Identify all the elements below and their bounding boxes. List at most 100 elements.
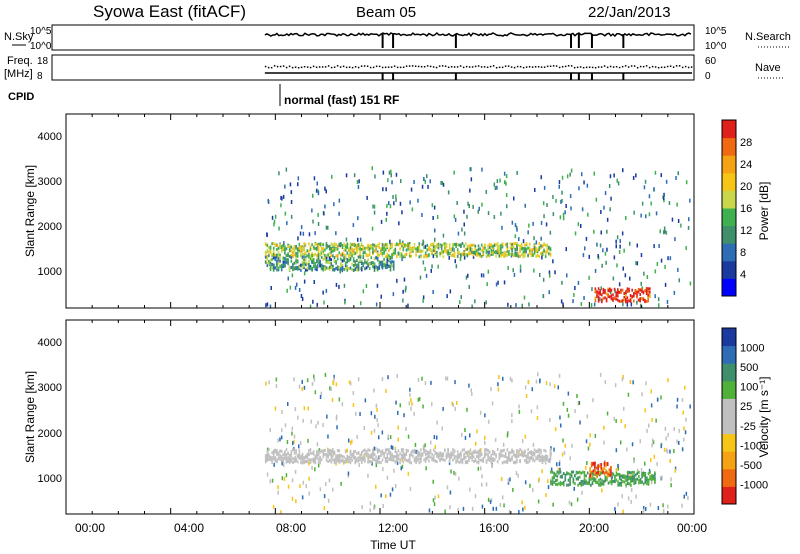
heat-cell xyxy=(519,264,522,269)
nsky-top-tick: 10^5 xyxy=(30,26,52,37)
heat-cell xyxy=(360,457,363,461)
heat-cell xyxy=(357,261,360,265)
heat-cell xyxy=(590,464,593,468)
heat-cell xyxy=(338,284,340,289)
heat-cell xyxy=(453,243,456,246)
nsky-series xyxy=(264,31,692,48)
heat-cell xyxy=(553,475,555,479)
heat-cell xyxy=(266,456,269,460)
power-colorbar-tick-label: 20 xyxy=(740,181,752,193)
heat-cell xyxy=(413,246,416,250)
heat-cell xyxy=(602,288,605,292)
heat-cell xyxy=(349,461,352,465)
heat-cell xyxy=(271,242,273,246)
heat-cell xyxy=(636,261,639,266)
heat-cell xyxy=(507,478,509,483)
heat-cell xyxy=(317,253,320,257)
heat-cell xyxy=(574,286,576,290)
heat-cell xyxy=(495,249,497,253)
heat-cell xyxy=(368,246,371,250)
heat-cell xyxy=(511,455,513,459)
heat-cell xyxy=(600,468,603,472)
heat-cell xyxy=(389,435,392,440)
heat-cell xyxy=(356,435,358,439)
heat-cell xyxy=(518,404,520,409)
heat-cell xyxy=(314,242,317,246)
heat-cell xyxy=(359,453,361,457)
beam-label: Beam 05 xyxy=(356,4,416,21)
heat-cell xyxy=(359,412,361,417)
heat-cell xyxy=(325,266,328,270)
heat-cell xyxy=(401,464,404,469)
heat-cell xyxy=(269,428,271,433)
freq-point xyxy=(579,66,582,68)
heat-cell xyxy=(280,248,283,252)
heat-cell xyxy=(418,247,421,251)
heat-cell xyxy=(623,480,626,484)
heat-cell xyxy=(610,297,613,301)
heat-cell xyxy=(479,458,481,462)
heat-cell xyxy=(343,258,345,262)
heat-cell xyxy=(479,252,481,256)
heat-cell xyxy=(594,290,597,294)
heat-cell xyxy=(422,404,424,409)
heat-cell xyxy=(492,459,494,463)
heat-cell xyxy=(356,452,358,455)
heat-cell xyxy=(597,287,600,291)
heat-cell xyxy=(595,197,598,202)
nsky-bottom-tick: 10^0 xyxy=(30,41,52,52)
freq-point xyxy=(282,65,285,67)
heat-cell xyxy=(450,451,453,455)
heat-cell xyxy=(274,448,277,452)
heat-cell xyxy=(434,249,437,253)
heat-cell xyxy=(647,289,649,293)
heat-cell xyxy=(503,251,505,255)
heat-cell xyxy=(634,290,637,294)
heat-cell xyxy=(376,460,379,464)
heat-cell xyxy=(484,244,486,248)
heat-cell xyxy=(359,237,362,242)
heat-cell xyxy=(338,266,341,270)
heat-cell xyxy=(298,265,301,269)
heat-cell xyxy=(316,259,318,263)
heat-cell xyxy=(332,381,335,386)
heat-cell xyxy=(317,449,320,453)
heat-cell xyxy=(301,452,304,456)
heat-cell xyxy=(311,257,313,261)
heat-cell xyxy=(536,250,539,254)
heat-cell xyxy=(284,455,286,458)
heat-cell xyxy=(538,455,541,459)
heat-cell xyxy=(293,249,296,253)
heat-cell xyxy=(561,198,563,203)
heat-cell xyxy=(273,462,275,467)
heat-cell xyxy=(652,477,655,481)
heat-cell xyxy=(324,257,326,261)
heat-cell xyxy=(376,257,379,261)
heat-cell xyxy=(372,261,374,264)
heat-cell xyxy=(328,459,331,462)
heat-cell xyxy=(317,261,320,265)
heat-cell xyxy=(267,198,269,203)
heat-cell xyxy=(484,455,486,459)
heat-cell xyxy=(299,231,302,236)
heat-cell xyxy=(583,180,585,185)
heat-cell xyxy=(372,247,374,251)
heat-cell xyxy=(544,449,547,453)
heat-cell xyxy=(612,298,614,302)
heat-cell xyxy=(566,472,568,476)
heat-cell xyxy=(593,229,595,234)
heat-cell xyxy=(269,268,272,272)
heat-cell xyxy=(280,245,283,249)
heat-cell xyxy=(543,459,545,462)
heat-cell xyxy=(373,268,376,272)
heat-cell xyxy=(429,179,431,184)
heat-cell xyxy=(312,452,315,456)
heat-cell xyxy=(556,470,559,474)
heat-cell xyxy=(319,260,321,264)
heat-cell xyxy=(569,478,571,482)
heat-cell xyxy=(581,172,583,177)
heat-cell xyxy=(434,459,437,463)
heat-cell xyxy=(604,191,607,196)
heat-cell xyxy=(657,297,660,302)
heat-cell xyxy=(560,423,562,428)
